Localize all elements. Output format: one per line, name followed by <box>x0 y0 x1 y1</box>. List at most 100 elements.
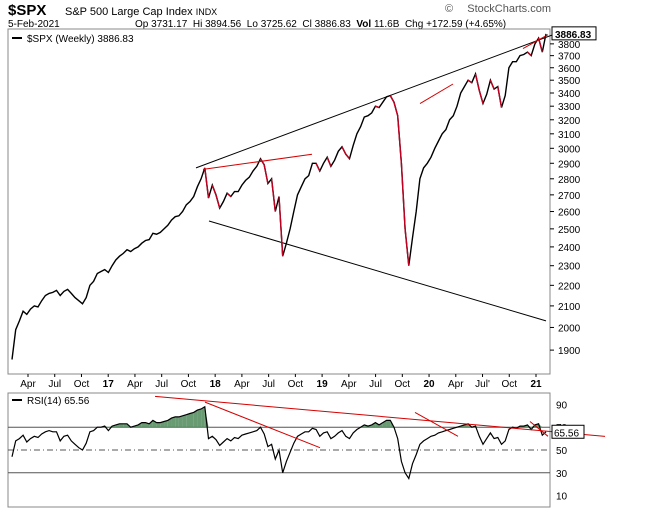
price-down-segment <box>467 79 473 84</box>
price-down-segment <box>393 102 399 116</box>
x-tick-label: Jul <box>48 379 61 390</box>
x-tick-label: 21 <box>530 379 542 390</box>
price-down-segment <box>263 164 269 184</box>
price-down-segment <box>211 184 217 196</box>
x-tick-label: Oct <box>74 379 90 390</box>
symbol-title: $SPX <box>8 2 47 19</box>
lo-label: Lo <box>246 19 258 30</box>
rsi-overbought-fill <box>197 408 202 428</box>
x-tick-label: 19 <box>317 379 329 390</box>
vol-value: 11.6B <box>373 19 400 30</box>
x-tick-label: 17 <box>103 379 115 390</box>
index-name: S&P 500 Large Cap Index INDX <box>65 6 217 18</box>
cl-label: Cl <box>302 19 312 30</box>
price-y-tick-label: 2000 <box>558 323 581 334</box>
rsi-overbought-fill <box>149 420 153 428</box>
price-down-segment <box>270 178 276 212</box>
rsi-red-trendline-2021 <box>529 421 549 437</box>
rsi-y-tick-label: 30 <box>556 469 568 480</box>
price-y-tick-label: 2600 <box>558 208 581 219</box>
price-down-segment <box>278 196 284 257</box>
price-y-tick-label: 3300 <box>558 102 581 113</box>
x-tick-label: Oct <box>501 379 517 390</box>
price-y-tick-label: 3600 <box>558 64 581 75</box>
rsi-legend-label: RSI(14) 65.56 <box>27 396 90 407</box>
red-resistance-2020 <box>419 83 454 104</box>
lower-channel-line <box>208 220 547 322</box>
price-y-tick-label: 2400 <box>558 243 581 254</box>
price-y-tick-label: 1900 <box>558 346 581 357</box>
red-resistance-2018 <box>202 153 313 170</box>
price-y-tick-label: 3800 <box>558 40 581 51</box>
price-down-segment <box>341 146 347 155</box>
price-y-tick-label: 3500 <box>558 76 581 87</box>
rsi-overbought-fill <box>178 415 183 428</box>
price-y-tick-label: 3000 <box>558 144 581 155</box>
price-y-tick-label: 2800 <box>558 175 581 186</box>
rsi-last-value-box <box>551 424 585 439</box>
price-down-segment <box>497 86 503 108</box>
x-tick-label: Jul <box>369 379 382 390</box>
price-y-tick-label: 2200 <box>558 281 581 292</box>
price-y-tick-label: 2300 <box>558 262 581 273</box>
x-tick-label: Apr <box>127 379 143 390</box>
rsi-overbought-fill <box>152 420 157 428</box>
brand-label: StockCharts.com <box>467 3 551 15</box>
price-y-tick-label: 3200 <box>558 116 581 127</box>
lo-value: 3725.62 <box>260 19 297 30</box>
rsi-overbought-fill <box>186 413 190 428</box>
upper-channel-line <box>195 27 573 169</box>
x-tick-label: Apr <box>234 379 250 390</box>
rsi-overbought-fill <box>386 420 391 428</box>
price-down-segment <box>396 115 403 164</box>
x-tick-label: Jul <box>262 379 275 390</box>
price-down-segment <box>389 95 395 103</box>
x-tick-label: Oct <box>288 379 304 390</box>
rsi-overbought-fill <box>156 422 161 428</box>
rsi-overbought-fill <box>164 420 168 428</box>
cl-value: 3886.83 <box>314 19 351 30</box>
rsi-overbought-fill <box>119 423 124 428</box>
price-last-value-label: 3886.83 <box>555 30 592 41</box>
rsi-overbought-fill <box>141 422 146 428</box>
rsi-overbought-fill <box>182 414 187 428</box>
rsi-red-trendline-2018 <box>204 401 321 449</box>
op-value: 3731.17 <box>151 19 188 30</box>
price-down-segment <box>226 192 232 198</box>
rsi-last-value-label: 65.56 <box>554 428 579 439</box>
vol-label: Vol <box>356 19 372 30</box>
brand-icon: © <box>445 3 454 15</box>
rsi-overbought-fill <box>201 406 205 428</box>
price-y-tick-label: 3700 <box>558 52 581 63</box>
rsi-y-tick-label: 50 <box>556 446 568 457</box>
price-down-segment <box>204 167 210 199</box>
rsi-y-tick-label: 10 <box>556 492 568 503</box>
price-down-segment <box>474 73 480 91</box>
price-last-value-box <box>551 26 597 41</box>
x-tick-label: Apr <box>341 379 357 390</box>
price-panel-frame <box>7 28 551 375</box>
rsi-overbought-fill <box>193 410 198 428</box>
price-down-segment <box>404 228 410 266</box>
price-y-tick-label: 2700 <box>558 191 581 202</box>
rsi-overbought-fill <box>123 423 127 428</box>
red-resistance-2021 <box>522 34 549 49</box>
chg-value: +172.59 (+4.65%) <box>426 19 507 30</box>
x-tick-label: Jul <box>155 379 168 390</box>
index-name-text: S&P 500 Large Cap Index <box>65 6 193 18</box>
rsi-red-trendline-long <box>154 395 606 437</box>
op-label: Op <box>135 19 149 30</box>
price-down-segment <box>526 51 532 57</box>
ohlc-readout: Op 3731.17 Hi 3894.56 Lo 3725.62 Cl 3886… <box>135 19 506 30</box>
price-down-segment <box>345 153 350 160</box>
price-down-segment <box>326 156 332 167</box>
chg-label: Chg <box>404 19 424 30</box>
rsi-y-tick-label: 90 <box>556 400 568 411</box>
price-legend-label: $SPX (Weekly) 3886.83 <box>27 34 134 45</box>
rsi-series-line <box>11 405 547 480</box>
price-y-tick-label: 2900 <box>558 159 581 170</box>
rsi-overbought-fill <box>175 416 179 428</box>
price-down-segment <box>478 90 484 104</box>
x-tick-label: Apr <box>20 379 36 390</box>
hi-label: Hi <box>192 19 203 30</box>
